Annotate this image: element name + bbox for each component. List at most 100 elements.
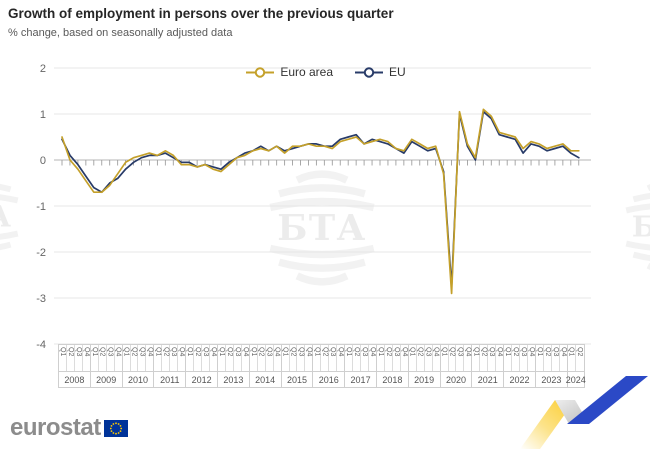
legend-marker-icon: [355, 66, 384, 78]
year-label: 2022: [509, 374, 530, 385]
year-label: 2019: [414, 374, 435, 385]
quarter-label: Q4: [432, 347, 440, 357]
quarter-cell: Q3: [456, 345, 465, 371]
flag-star: [119, 424, 122, 427]
quarter-cell: Q3: [393, 345, 401, 371]
quarter-label: Q3: [233, 347, 241, 357]
quarter-label: Q4: [464, 347, 472, 357]
quarter-label: Q2: [384, 347, 392, 357]
quarter-label: Q4: [527, 347, 535, 357]
flag-star: [117, 422, 120, 425]
quarter-label: Q1: [58, 347, 66, 357]
year-cell-2024: Q1 Q2 2024: [566, 345, 586, 387]
quarter-row: Q1 Q2 Q3 Q4: [409, 345, 440, 372]
quarter-cell: Q3: [266, 345, 274, 371]
eurostat-logo-text: eurostat: [10, 414, 101, 441]
quarter-label: Q4: [114, 347, 122, 357]
quarter-cell: Q1: [377, 345, 385, 371]
quarter-cell: Q2: [480, 345, 489, 371]
quarter-cell: Q3: [425, 345, 433, 371]
legend-item-euro-area[interactable]: Euro area: [246, 65, 333, 79]
quarter-label: Q3: [265, 347, 273, 357]
quarter-label: Q1: [504, 347, 512, 357]
quarter-cell: Q4: [369, 345, 376, 371]
quarter-label: Q4: [337, 347, 345, 357]
year-label-row: 2016: [313, 372, 344, 387]
quarter-label: Q3: [202, 347, 210, 357]
year-cell-2021: Q1 Q2 Q3 Q4 2021: [472, 345, 505, 387]
quarter-cell: Q2: [99, 345, 107, 371]
legend-label: Euro area: [280, 65, 334, 79]
quarter-label: Q1: [249, 347, 257, 357]
quarter-cell: Q4: [242, 345, 249, 371]
year-label: 2017: [350, 374, 371, 385]
quarter-cell: Q4: [274, 345, 281, 371]
quarter-cell: Q3: [488, 345, 497, 371]
quarter-label: Q2: [194, 347, 202, 357]
flag-star: [119, 427, 122, 429]
year-label-row: 2008: [59, 372, 90, 387]
year-cell-2019: Q1 Q2 Q3 Q4 2019: [409, 345, 441, 387]
quarter-cell: Q1: [218, 345, 226, 371]
quarter-cell: Q1: [186, 345, 195, 371]
quarter-cell: Q3: [170, 345, 179, 371]
quarter-row: Q1 Q2: [568, 345, 584, 372]
quarter-cell: Q4: [401, 345, 408, 371]
y-axis-label: -4: [36, 339, 46, 351]
quarter-cell: Q3: [107, 345, 115, 371]
quarter-cell: Q4: [210, 345, 217, 371]
quarter-label: Q1: [535, 347, 543, 357]
quarter-cell: Q4: [496, 345, 503, 371]
quarter-label: Q1: [186, 347, 194, 357]
quarter-label: Q1: [154, 347, 162, 357]
quarter-label: Q2: [289, 347, 297, 357]
quarter-cell: Q2: [417, 345, 425, 371]
flag-star: [114, 421, 117, 424]
quarter-label: Q4: [146, 347, 154, 357]
quarter-label: Q2: [543, 347, 551, 357]
legend-item-eu[interactable]: EU: [355, 65, 406, 79]
year-label-row: 2015: [282, 372, 313, 387]
quarter-cell: Q1: [536, 345, 544, 371]
quarter-label: Q1: [122, 347, 130, 357]
y-axis-label: -3: [36, 293, 46, 305]
y-axis-label: -2: [36, 247, 46, 259]
quarter-cell: Q4: [83, 345, 90, 371]
quarter-cell: Q4: [305, 345, 312, 371]
quarter-label: Q1: [376, 347, 384, 357]
y-axis-label: 2: [40, 63, 46, 75]
year-label-row: 2019: [409, 372, 440, 387]
quarter-label: Q2: [512, 347, 520, 357]
quarter-label: Q2: [353, 347, 361, 357]
quarter-label: Q3: [138, 347, 146, 357]
flag-star: [109, 427, 112, 429]
series-line-euro-area: [61, 108, 580, 295]
quarter-label: Q2: [321, 347, 329, 357]
year-label: 2010: [127, 374, 148, 385]
quarter-cell: Q4: [337, 345, 344, 371]
quarter-cell: Q2: [448, 345, 457, 371]
quarter-cell: Q4: [178, 345, 185, 371]
quarter-cell: Q1: [123, 345, 131, 371]
quarter-label: Q4: [496, 347, 504, 357]
quarter-row: Q1 Q2 Q3 Q4: [218, 345, 249, 372]
quarter-label: Q3: [520, 347, 527, 357]
quarter-label: Q3: [424, 347, 432, 357]
quarter-row: Q1 Q2 Q3 Q4: [472, 345, 503, 372]
quarter-cell: Q2: [576, 345, 584, 371]
year-label-row: 2011: [154, 372, 185, 387]
quarter-cell: Q2: [258, 345, 266, 371]
quarter-cell: Q1: [409, 345, 417, 371]
year-cell-2014: Q1 Q2 Q3 Q4 2014: [250, 345, 282, 387]
quarter-label: Q3: [456, 347, 464, 357]
quarter-label: Q4: [559, 347, 567, 357]
quarter-row: Q1 Q2 Q3 Q4: [250, 345, 281, 372]
quarter-cell: Q2: [162, 345, 171, 371]
year-cell-2010: Q1 Q2 Q3 Q4 2010: [123, 345, 155, 387]
quarter-label: Q3: [297, 347, 305, 357]
quarter-label: Q1: [345, 347, 353, 357]
quarter-cell: Q4: [146, 345, 153, 371]
quarter-cell: Q1: [250, 345, 258, 371]
quarter-row: Q1 Q2 Q3 Q4: [377, 345, 408, 372]
quarter-cell: Q1: [154, 345, 163, 371]
